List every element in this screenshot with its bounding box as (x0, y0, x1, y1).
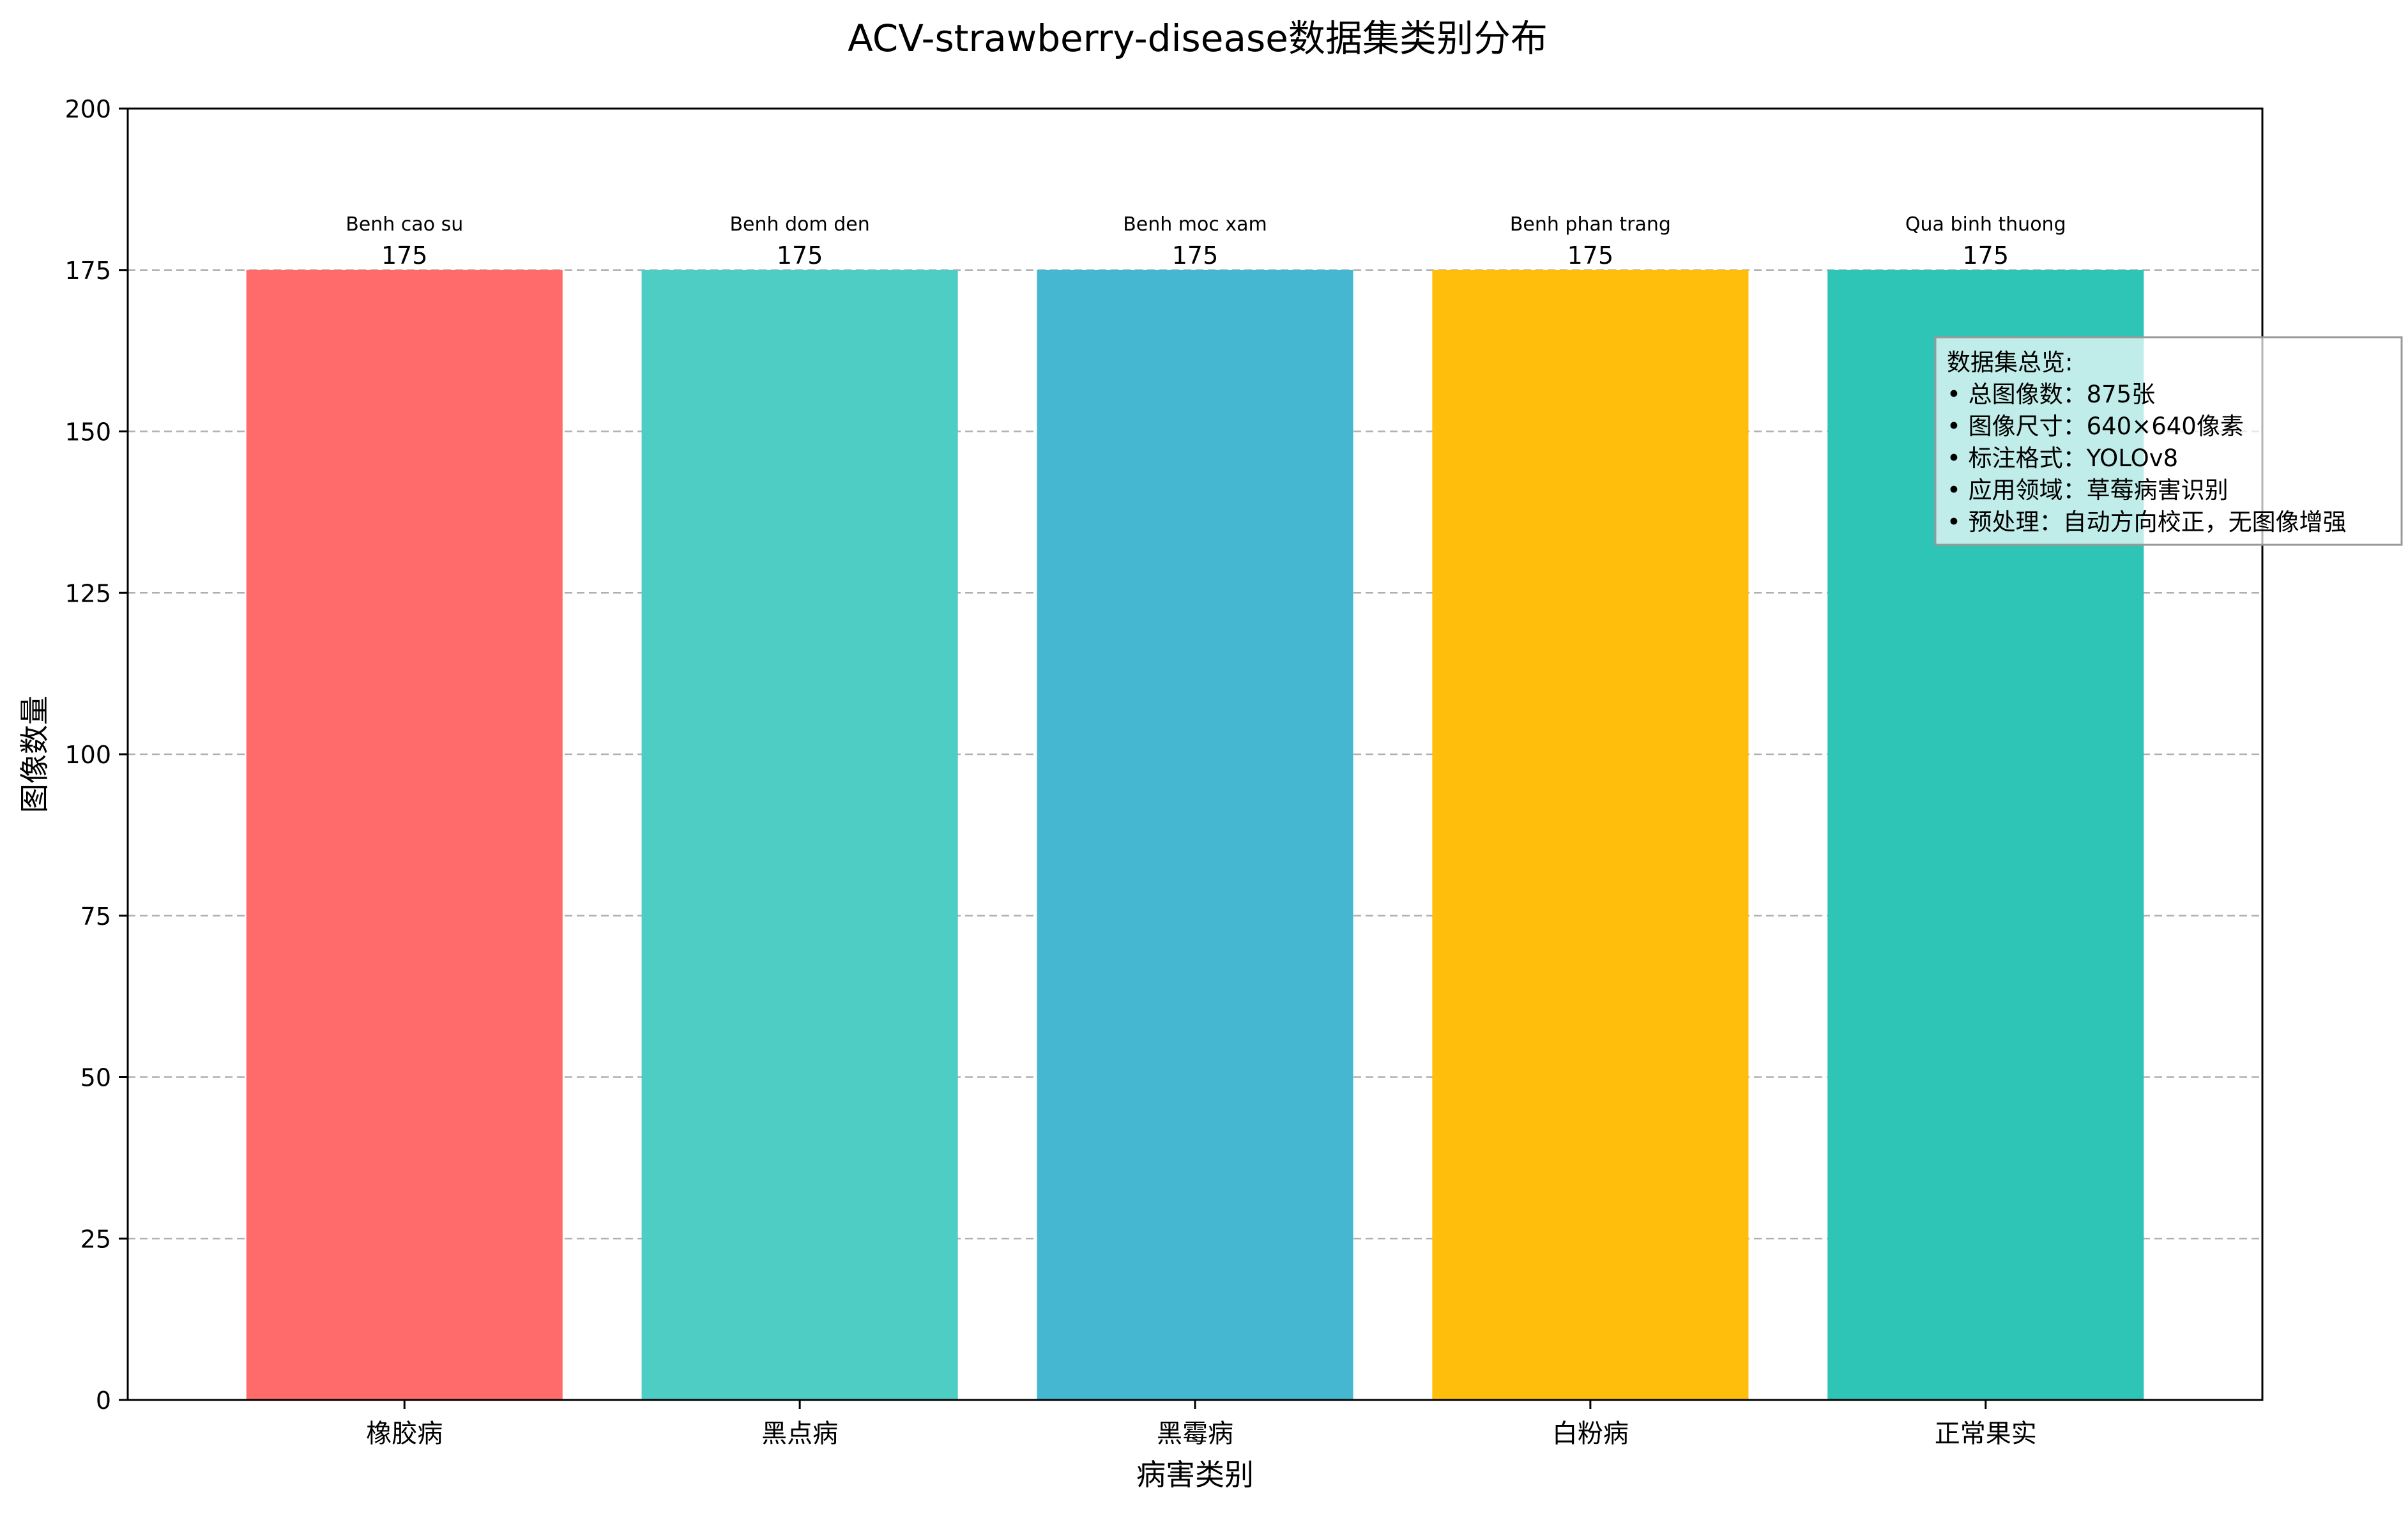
x-tick-label-3: 白粉病 (1552, 1419, 1629, 1448)
info-line-2: • 图像尺寸：640×640像素 (1947, 413, 2244, 440)
bar-top-label-1: Benh dom den (729, 213, 869, 236)
bars (246, 270, 2144, 1400)
info-line-3: • 标注格式：YOLOv8 (1947, 445, 2178, 472)
chart-title: ACV-strawberry-disease数据集类别分布 (848, 17, 1548, 60)
bar-0 (246, 270, 563, 1400)
info-box-lines: 数据集总览: • 总图像数：875张 • 图像尺寸：640×640像素 • 标注格式：… (1947, 349, 2347, 536)
y-axis-ticks: 0 25 50 75 100 125 150 175 200 (65, 95, 128, 1415)
y-tick-label-6: 150 (65, 418, 111, 446)
y-tick-label-8: 200 (65, 95, 111, 123)
x-tick-label-0: 橡胶病 (366, 1419, 443, 1448)
bar-top-label-2: Benh moc xam (1123, 213, 1267, 236)
info-box: 数据集总览: • 总图像数：875张 • 图像尺寸：640×640像素 • 标注格式：… (1934, 336, 2403, 546)
bar-top-label-3: Benh phan trang (1510, 213, 1671, 236)
x-tick-label-4: 正常果实 (1935, 1419, 2037, 1448)
x-tick-label-2: 黑霉病 (1157, 1419, 1233, 1448)
bar-value-label-4: 175 (1963, 241, 2009, 270)
bar-labels: Benh cao su 175 Benh dom den 175 Benh moc xa… (346, 213, 2066, 270)
bar-3 (1432, 270, 1749, 1400)
y-tick-label-2: 50 (80, 1064, 111, 1092)
info-line-4: • 应用领域：草莓病害识别 (1947, 476, 2229, 504)
y-tick-label-0: 0 (96, 1387, 111, 1415)
y-tick-label-1: 25 (80, 1225, 111, 1253)
bar-top-label-0: Benh cao su (346, 213, 463, 236)
bar-2 (1037, 270, 1353, 1400)
y-axis-label: 图像数量 (17, 696, 52, 813)
y-tick-label-5: 125 (65, 579, 111, 607)
info-line-0: 数据集总览: (1947, 349, 2073, 376)
y-tick-label-4: 100 (65, 741, 111, 769)
bar-value-label-3: 175 (1567, 241, 1614, 270)
bar-value-label-1: 175 (777, 241, 823, 270)
x-axis-label: 病害类别 (1136, 1457, 1254, 1492)
bar-value-label-0: 175 (381, 241, 428, 270)
y-tick-label-7: 175 (65, 257, 111, 285)
y-tick-label-3: 75 (80, 902, 111, 931)
bar-1 (641, 270, 958, 1400)
info-line-1: • 总图像数：875张 (1947, 381, 2155, 408)
x-tick-label-1: 黑点病 (761, 1419, 838, 1448)
info-line-5: • 预处理：自动方向校正，无图像增强 (1947, 508, 2347, 536)
bar-top-label-4: Qua binh thuong (1905, 213, 2066, 236)
x-axis-ticks: 橡胶病 黑点病 黑霉病 白粉病 正常果实 (366, 1400, 2037, 1448)
info-box-frame (1934, 336, 2403, 546)
bar-value-label-2: 175 (1172, 241, 1219, 270)
